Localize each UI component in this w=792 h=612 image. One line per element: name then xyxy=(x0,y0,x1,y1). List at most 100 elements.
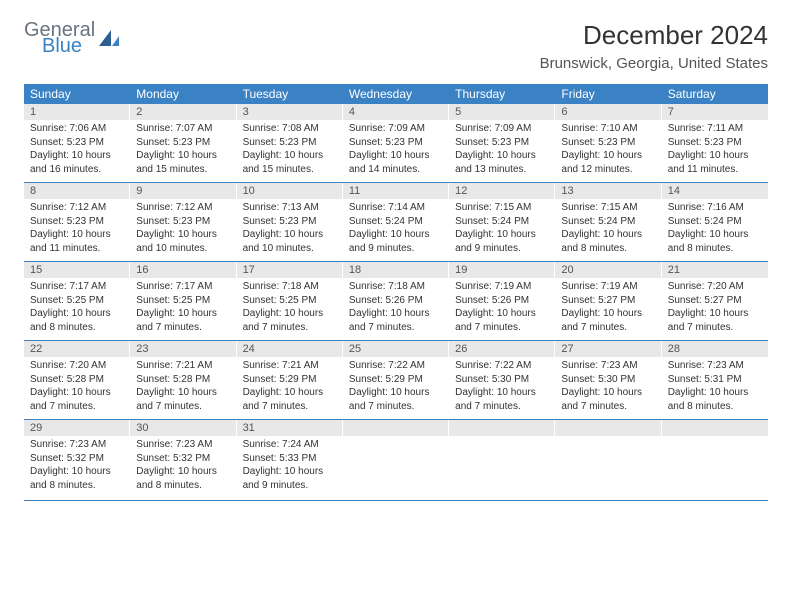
sunset-line: Sunset: 5:24 PM xyxy=(668,215,762,229)
title-block: December 2024 Brunswick, Georgia, United… xyxy=(540,20,768,72)
daylight-line: Daylight: 10 hours and 7 minutes. xyxy=(243,386,337,413)
day-body: Sunrise: 7:23 AMSunset: 5:32 PMDaylight:… xyxy=(130,436,236,492)
day-body: Sunrise: 7:15 AMSunset: 5:24 PMDaylight:… xyxy=(555,199,661,255)
day-cell: 18Sunrise: 7:18 AMSunset: 5:26 PMDayligh… xyxy=(343,262,449,340)
day-number: 21 xyxy=(662,262,768,278)
day-body: Sunrise: 7:20 AMSunset: 5:28 PMDaylight:… xyxy=(24,357,130,413)
day-cell: 1Sunrise: 7:06 AMSunset: 5:23 PMDaylight… xyxy=(24,104,130,182)
sunset-line: Sunset: 5:31 PM xyxy=(668,373,762,387)
header: General Blue December 2024 Brunswick, Ge… xyxy=(24,20,768,72)
daylight-line: Daylight: 10 hours and 7 minutes. xyxy=(136,386,230,413)
day-number: 4 xyxy=(343,104,449,120)
logo: General Blue xyxy=(24,20,121,56)
day-number: 5 xyxy=(449,104,555,120)
day-body: Sunrise: 7:23 AMSunset: 5:31 PMDaylight:… xyxy=(662,357,768,413)
day-number: 31 xyxy=(237,420,343,436)
day-cell: 30Sunrise: 7:23 AMSunset: 5:32 PMDayligh… xyxy=(130,420,236,500)
weekday-header-row: SundayMondayTuesdayWednesdayThursdayFrid… xyxy=(24,84,768,104)
day-body: Sunrise: 7:18 AMSunset: 5:25 PMDaylight:… xyxy=(237,278,343,334)
day-cell: 12Sunrise: 7:15 AMSunset: 5:24 PMDayligh… xyxy=(449,183,555,261)
daylight-line: Daylight: 10 hours and 11 minutes. xyxy=(30,228,124,255)
sunset-line: Sunset: 5:23 PM xyxy=(136,215,230,229)
week-row: 22Sunrise: 7:20 AMSunset: 5:28 PMDayligh… xyxy=(24,341,768,420)
day-cell: 8Sunrise: 7:12 AMSunset: 5:23 PMDaylight… xyxy=(24,183,130,261)
sunset-line: Sunset: 5:23 PM xyxy=(30,136,124,150)
sunrise-line: Sunrise: 7:15 AM xyxy=(455,201,549,215)
daylight-line: Daylight: 10 hours and 15 minutes. xyxy=(136,149,230,176)
weekday-header: Sunday xyxy=(24,84,130,104)
day-body: Sunrise: 7:14 AMSunset: 5:24 PMDaylight:… xyxy=(343,199,449,255)
day-body: Sunrise: 7:13 AMSunset: 5:23 PMDaylight:… xyxy=(237,199,343,255)
day-number: 22 xyxy=(24,341,130,357)
calendar: SundayMondayTuesdayWednesdayThursdayFrid… xyxy=(24,84,768,501)
weekday-header: Monday xyxy=(130,84,236,104)
daylight-line: Daylight: 10 hours and 8 minutes. xyxy=(668,228,762,255)
location: Brunswick, Georgia, United States xyxy=(540,55,768,72)
sunrise-line: Sunrise: 7:07 AM xyxy=(136,122,230,136)
sunrise-line: Sunrise: 7:09 AM xyxy=(455,122,549,136)
day-body: Sunrise: 7:12 AMSunset: 5:23 PMDaylight:… xyxy=(24,199,130,255)
day-cell: 23Sunrise: 7:21 AMSunset: 5:28 PMDayligh… xyxy=(130,341,236,419)
day-body: Sunrise: 7:20 AMSunset: 5:27 PMDaylight:… xyxy=(662,278,768,334)
day-number: 8 xyxy=(24,183,130,199)
day-cell xyxy=(662,420,768,500)
sunrise-line: Sunrise: 7:09 AM xyxy=(349,122,443,136)
sunset-line: Sunset: 5:23 PM xyxy=(243,136,337,150)
day-number: 29 xyxy=(24,420,130,436)
logo-word-2: Blue xyxy=(42,36,95,56)
daylight-line: Daylight: 10 hours and 7 minutes. xyxy=(349,386,443,413)
daylight-line: Daylight: 10 hours and 8 minutes. xyxy=(668,386,762,413)
sunrise-line: Sunrise: 7:15 AM xyxy=(561,201,655,215)
daylight-line: Daylight: 10 hours and 7 minutes. xyxy=(455,386,549,413)
daylight-line: Daylight: 10 hours and 7 minutes. xyxy=(668,307,762,334)
day-number: 3 xyxy=(237,104,343,120)
day-cell xyxy=(555,420,661,500)
sunrise-line: Sunrise: 7:18 AM xyxy=(349,280,443,294)
sunset-line: Sunset: 5:28 PM xyxy=(136,373,230,387)
day-cell: 10Sunrise: 7:13 AMSunset: 5:23 PMDayligh… xyxy=(237,183,343,261)
day-number: 26 xyxy=(449,341,555,357)
day-cell: 22Sunrise: 7:20 AMSunset: 5:28 PMDayligh… xyxy=(24,341,130,419)
day-number: 9 xyxy=(130,183,236,199)
day-body: Sunrise: 7:19 AMSunset: 5:26 PMDaylight:… xyxy=(449,278,555,334)
day-body: Sunrise: 7:21 AMSunset: 5:28 PMDaylight:… xyxy=(130,357,236,413)
day-number: 13 xyxy=(555,183,661,199)
sunrise-line: Sunrise: 7:08 AM xyxy=(243,122,337,136)
daylight-line: Daylight: 10 hours and 8 minutes. xyxy=(136,465,230,492)
day-cell: 2Sunrise: 7:07 AMSunset: 5:23 PMDaylight… xyxy=(130,104,236,182)
day-body: Sunrise: 7:09 AMSunset: 5:23 PMDaylight:… xyxy=(449,120,555,176)
day-body: Sunrise: 7:21 AMSunset: 5:29 PMDaylight:… xyxy=(237,357,343,413)
month-title: December 2024 xyxy=(540,20,768,51)
sunrise-line: Sunrise: 7:23 AM xyxy=(30,438,124,452)
day-body: Sunrise: 7:18 AMSunset: 5:26 PMDaylight:… xyxy=(343,278,449,334)
sunset-line: Sunset: 5:33 PM xyxy=(243,452,337,466)
daylight-line: Daylight: 10 hours and 7 minutes. xyxy=(30,386,124,413)
sunrise-line: Sunrise: 7:17 AM xyxy=(136,280,230,294)
sunrise-line: Sunrise: 7:23 AM xyxy=(561,359,655,373)
sunset-line: Sunset: 5:24 PM xyxy=(349,215,443,229)
sunset-line: Sunset: 5:23 PM xyxy=(136,136,230,150)
sunrise-line: Sunrise: 7:19 AM xyxy=(561,280,655,294)
weeks-container: 1Sunrise: 7:06 AMSunset: 5:23 PMDaylight… xyxy=(24,104,768,501)
day-number: 18 xyxy=(343,262,449,278)
weekday-header: Wednesday xyxy=(343,84,449,104)
sunrise-line: Sunrise: 7:18 AM xyxy=(243,280,337,294)
day-body xyxy=(662,436,768,494)
daylight-line: Daylight: 10 hours and 8 minutes. xyxy=(561,228,655,255)
daylight-line: Daylight: 10 hours and 9 minutes. xyxy=(243,465,337,492)
day-number xyxy=(555,420,661,436)
day-body: Sunrise: 7:17 AMSunset: 5:25 PMDaylight:… xyxy=(24,278,130,334)
day-body xyxy=(555,436,661,494)
daylight-line: Daylight: 10 hours and 10 minutes. xyxy=(243,228,337,255)
daylight-line: Daylight: 10 hours and 8 minutes. xyxy=(30,307,124,334)
sunset-line: Sunset: 5:27 PM xyxy=(668,294,762,308)
daylight-line: Daylight: 10 hours and 9 minutes. xyxy=(349,228,443,255)
day-body: Sunrise: 7:09 AMSunset: 5:23 PMDaylight:… xyxy=(343,120,449,176)
day-cell: 27Sunrise: 7:23 AMSunset: 5:30 PMDayligh… xyxy=(555,341,661,419)
sunrise-line: Sunrise: 7:23 AM xyxy=(136,438,230,452)
sunset-line: Sunset: 5:23 PM xyxy=(349,136,443,150)
sunrise-line: Sunrise: 7:11 AM xyxy=(668,122,762,136)
daylight-line: Daylight: 10 hours and 14 minutes. xyxy=(349,149,443,176)
daylight-line: Daylight: 10 hours and 8 minutes. xyxy=(30,465,124,492)
daylight-line: Daylight: 10 hours and 11 minutes. xyxy=(668,149,762,176)
